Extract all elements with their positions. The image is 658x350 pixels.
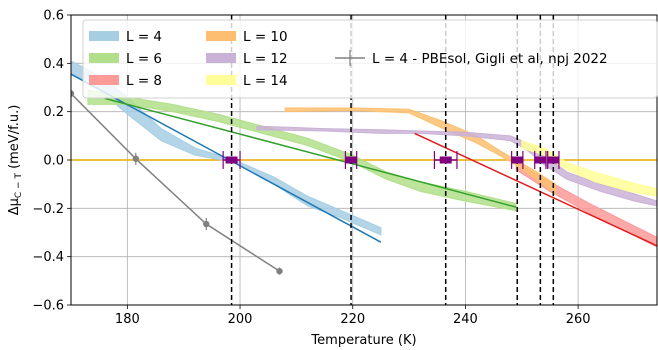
crossing-marker <box>345 156 358 164</box>
reference-line <box>71 93 280 272</box>
y-tick-label: −0.4 <box>32 250 64 265</box>
legend-swatch <box>89 53 119 63</box>
y-axis-label: ΔμC − T (meV/f.u.) <box>7 105 24 216</box>
crossing-marker <box>439 156 452 164</box>
crossing-marker <box>547 156 560 164</box>
reference-point <box>203 220 210 228</box>
x-tick-label: 240 <box>453 312 478 327</box>
y-tick-label: 0.4 <box>43 57 64 72</box>
legend-label: L = 4 - PBEsol, Gigli et al, npj 2022 <box>372 51 608 67</box>
band-l-12 <box>256 125 657 207</box>
legend-swatch <box>206 53 236 63</box>
crossing-marker <box>511 156 524 164</box>
x-tick-label: 220 <box>340 312 365 327</box>
legend-label: L = 8 <box>126 73 162 89</box>
y-tick-label: 0.6 <box>43 9 64 24</box>
crossing-marker <box>225 156 238 164</box>
y-tick-label: 0.0 <box>43 154 64 169</box>
reference-point <box>276 267 283 275</box>
crossing-marker <box>534 156 547 164</box>
axes: 180 200 220 240 260 −0.6 −0.4 −0.2 0.0 0.2 0.4 0.6 <box>32 9 590 328</box>
reference-point <box>71 90 75 97</box>
legend-label: L = 4 <box>126 29 162 45</box>
band-l-6 <box>87 89 517 212</box>
band-l-14 <box>521 139 657 197</box>
legend-label: L = 6 <box>126 51 162 67</box>
fit-line <box>104 97 517 208</box>
legend-label: L = 14 <box>243 73 288 89</box>
y-tick-label: 0.2 <box>43 105 64 120</box>
y-tick-label: −0.6 <box>32 299 64 314</box>
band-l-10 <box>284 107 557 195</box>
y-axis-label-group: ΔμC − T (meV/f.u.) <box>7 105 24 216</box>
legend: L = 4 L = 6 L = 8 L = 10 L = 12 L = 14 L = 4 -… <box>82 19 658 99</box>
y-tick-label: −0.2 <box>32 202 64 217</box>
legend-swatch <box>206 31 236 41</box>
legend-label: L = 10 <box>243 29 288 45</box>
legend-swatch <box>89 31 119 41</box>
legend-swatch <box>206 75 236 85</box>
legend-label: L = 12 <box>243 51 288 67</box>
x-tick-label: 180 <box>115 312 140 327</box>
x-axis-label: Temperature (K) <box>310 333 416 348</box>
reference-point <box>132 155 139 162</box>
fit-line <box>414 132 657 247</box>
legend-swatch <box>89 75 119 85</box>
x-tick-label: 260 <box>566 312 591 327</box>
x-tick-label: 200 <box>228 312 253 327</box>
